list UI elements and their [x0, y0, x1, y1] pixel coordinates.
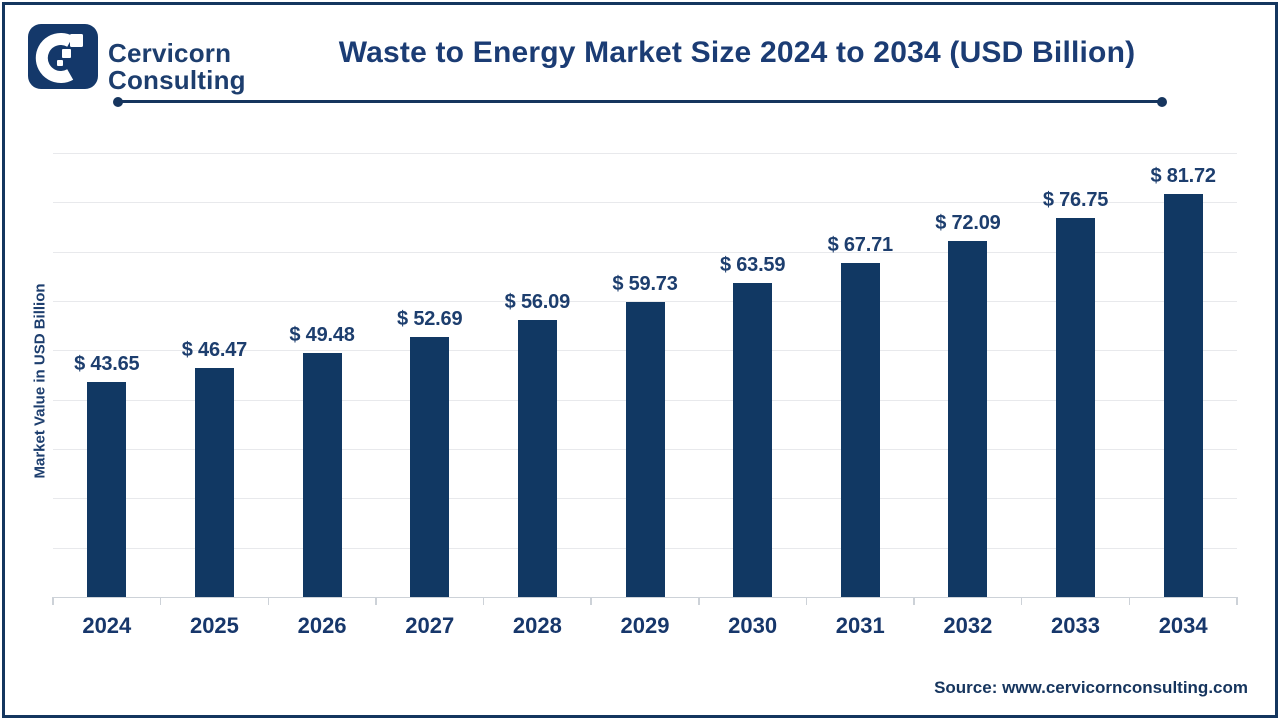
bar-value-label: $ 56.09: [504, 291, 571, 314]
x-tick-label: 2029: [620, 613, 670, 638]
x-axis-tick: [482, 597, 485, 605]
x-tick-label: 2028: [512, 613, 562, 638]
brand-name: Cervicorn Consulting: [108, 40, 246, 94]
bar-value-label: $ 46.47: [181, 338, 248, 361]
bar-value-label: $ 72.09: [935, 212, 1001, 235]
title-underline: [113, 96, 1167, 107]
bar-value-label: $ 81.72: [1150, 164, 1217, 187]
x-tick-label: 2027: [405, 613, 455, 638]
brand-name-line1: Cervicorn: [108, 38, 232, 68]
x-axis-tick: [698, 597, 700, 605]
bar-2024: [87, 381, 127, 597]
plot-area: $ 43.65 2024 $ 46.47 2025 $ 49.48 2026 $ 52.69…: [52, 153, 1238, 638]
x-axis-tick: [805, 597, 808, 605]
bar-value-label: $ 52.69: [397, 308, 463, 331]
bar-2033: [1056, 218, 1096, 597]
bar-value-label: $ 63.59: [719, 254, 786, 277]
brand-logo: [28, 24, 98, 89]
bar-2025: [194, 367, 234, 597]
bar-2029: [625, 302, 665, 597]
bar-2032: [948, 241, 988, 597]
gridline: [53, 153, 1237, 154]
x-tick-label: 2030: [728, 613, 778, 638]
source-note: Source: www.cervicornconsulting.com: [934, 678, 1248, 697]
bar-value-label: $ 43.65: [74, 352, 140, 375]
y-axis-title: Market Value in USD Billion: [31, 283, 49, 479]
gridline: [53, 301, 1237, 302]
bar-value-label: $ 59.73: [612, 273, 678, 296]
brand-name-line2: Consulting: [108, 65, 246, 95]
x-axis-tick: [267, 597, 270, 605]
gridline: [53, 251, 1237, 253]
x-axis-tick: [159, 597, 162, 605]
bar-value-label: $ 67.71: [827, 233, 894, 256]
x-tick-label: 2034: [1158, 613, 1208, 638]
x-axis-tick: [375, 597, 377, 605]
chart-title: Waste to Energy Market Size 2024 to 2034…: [338, 36, 1136, 69]
x-tick-label: 2032: [943, 613, 993, 638]
logo-c-icon: [35, 33, 83, 83]
bar-2030: [733, 283, 773, 597]
x-tick-label: 2031: [835, 613, 885, 638]
x-axis-tick: [52, 597, 54, 605]
bar-2026: [302, 352, 342, 597]
bar-2031: [840, 262, 880, 597]
underline-right-dot: [1157, 96, 1167, 107]
underline-left-dot: [113, 96, 123, 107]
bar-2028: [517, 320, 557, 597]
bar-2027: [410, 337, 450, 597]
x-axis-tick: [1128, 597, 1131, 605]
x-axis-tick: [590, 597, 592, 605]
bar-value-label: $ 76.75: [1042, 189, 1109, 212]
x-axis-tick: [913, 597, 915, 605]
x-axis-tick: [1236, 597, 1238, 605]
x-tick-label: 2033: [1051, 613, 1100, 638]
x-tick-label: 2025: [189, 613, 239, 638]
x-tick-label: 2024: [82, 613, 132, 638]
x-axis-line: [53, 596, 1237, 598]
gridline: [53, 202, 1237, 204]
bar-value-label: $ 49.48: [289, 323, 355, 346]
bar-2034: [1163, 193, 1203, 597]
x-axis-tick: [1020, 597, 1023, 605]
x-tick-label: 2026: [297, 613, 347, 638]
